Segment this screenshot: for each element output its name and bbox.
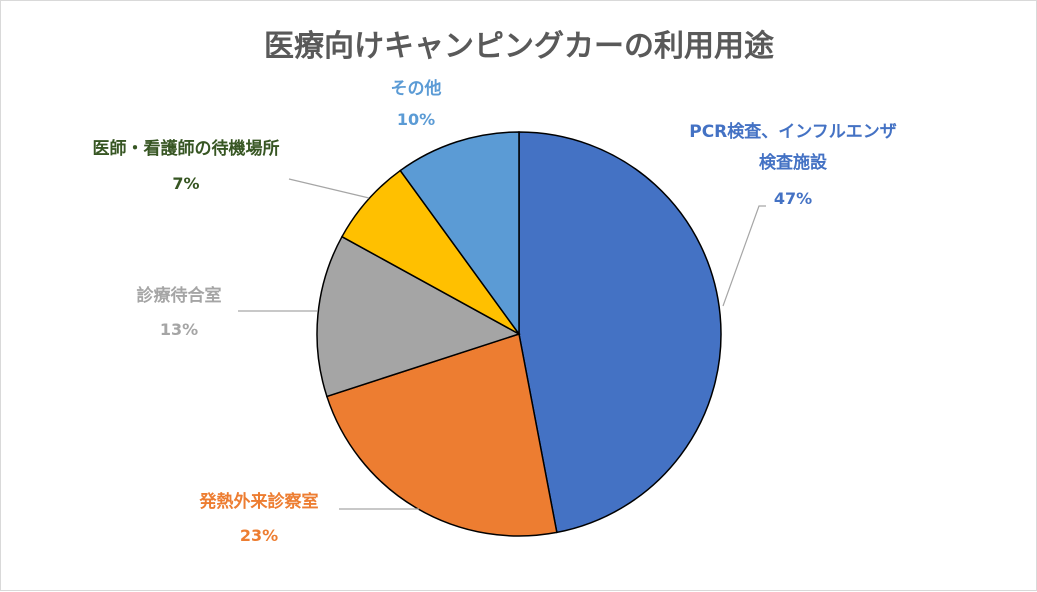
slice-label-3-line-0: 医師・看護師の待機場所 [93, 138, 280, 159]
slice-label-0-line-0: PCR検査、インフルエンザ [689, 121, 897, 142]
slice-label-0-line-1: 検査施設 [759, 152, 828, 173]
slice-percent-3: 7% [172, 174, 199, 193]
slice-percent-1: 23% [240, 526, 278, 545]
leader-lines [238, 178, 766, 510]
pie-slice-1 [325, 333, 558, 537]
slice-label-2-line-0: 診療待合室 [137, 285, 222, 306]
leader-line-3 [288, 178, 370, 199]
leader-line-0 [722, 205, 766, 307]
pie-slice-2 [316, 235, 521, 398]
slice-percent-4: 10% [397, 110, 435, 129]
slice-percent-0: 47% [774, 189, 812, 208]
pie-slices [316, 131, 722, 537]
slice-label-4-line-0: その他 [391, 78, 442, 99]
slice-label-1-line-0: 発熱外来診察室 [199, 491, 319, 512]
pie-slice-4 [399, 131, 520, 337]
pie-slice-0 [518, 131, 722, 534]
chart-title: 医療向けキャンピングカーの利用用途 [264, 29, 775, 64]
slice-percent-2: 13% [160, 320, 198, 339]
